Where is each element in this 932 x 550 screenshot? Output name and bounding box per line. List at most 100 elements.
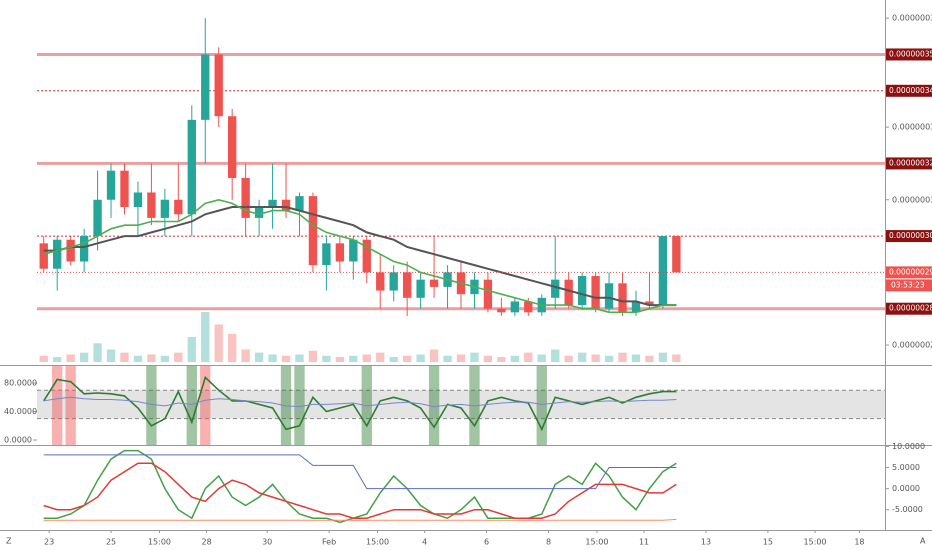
- volume-bar: [564, 355, 573, 362]
- rsi-highlight: [146, 366, 157, 445]
- volume-bar: [497, 357, 506, 362]
- volume-bar: [79, 352, 89, 362]
- countdown-box: [886, 279, 932, 292]
- candle-body: [645, 301, 654, 306]
- candle-body: [160, 199, 170, 218]
- x-tick-label: 15:00: [366, 538, 389, 547]
- y-tick-label: 0.00000027: [892, 341, 932, 350]
- candle-body: [335, 243, 345, 262]
- level-label: 0.00000035: [889, 49, 932, 58]
- candle-body: [39, 243, 48, 269]
- candle-body: [577, 276, 587, 306]
- candle-body: [564, 279, 573, 306]
- rsi-highlight: [52, 366, 63, 445]
- volume-bar: [295, 354, 304, 362]
- candle-body: [93, 199, 102, 237]
- level-label: 0.00000034: [889, 86, 932, 95]
- volume-bar: [376, 352, 385, 362]
- moving-average: [43, 206, 677, 307]
- rsi-highlight: [294, 366, 305, 445]
- candle-body: [187, 119, 196, 215]
- candle-body: [322, 243, 331, 266]
- volume-bar: [254, 352, 264, 362]
- candle-body: [362, 239, 371, 273]
- candle-body: [497, 308, 506, 313]
- current-price-box: [886, 266, 932, 279]
- volume-bar: [106, 349, 116, 362]
- rsi-highlight: [428, 366, 440, 445]
- volume-bar: [147, 354, 156, 362]
- volume-bar: [645, 355, 654, 362]
- candle-body: [402, 272, 412, 298]
- volume-bar: [187, 337, 196, 362]
- level-label: 0.00000028: [889, 304, 932, 313]
- rsi-tick-label: 40.0000: [4, 407, 37, 416]
- x-tick-label: 28: [202, 538, 212, 547]
- volume-bar: [416, 354, 425, 362]
- x-tick-label: 15: [763, 538, 773, 547]
- volume-bar: [402, 355, 412, 362]
- candle-body: [66, 239, 75, 262]
- candle-body: [106, 170, 116, 200]
- candle-body: [281, 199, 291, 211]
- x-tick-label: 11: [639, 538, 649, 547]
- candle-body: [591, 276, 600, 309]
- candle-body: [268, 199, 277, 208]
- volume-bar: [174, 352, 183, 362]
- volume-bar: [604, 355, 614, 362]
- level-label-box: [886, 230, 932, 243]
- candle-body: [429, 279, 439, 287]
- level-label-box: [886, 48, 932, 61]
- volume-bar: [53, 357, 62, 362]
- level-label-box: [886, 302, 932, 315]
- volume-bar: [524, 352, 533, 362]
- oscillator-line: [43, 518, 677, 521]
- volume-bar: [443, 355, 452, 362]
- volume-bar: [335, 357, 345, 362]
- rsi-highlight: [186, 366, 197, 445]
- volume-bar: [133, 355, 143, 362]
- level-label: 0.00000030: [889, 231, 932, 240]
- volume-bar: [429, 349, 439, 362]
- candle-body: [389, 272, 398, 291]
- volume-bar: [618, 352, 627, 362]
- countdown-label: 03:53:23: [891, 280, 925, 289]
- volume-bar: [456, 354, 466, 362]
- volume-bar: [672, 354, 681, 362]
- volume-bar: [537, 354, 546, 362]
- candle-body: [604, 283, 614, 309]
- candle-body: [631, 301, 641, 313]
- level-label: 0.00000032: [889, 158, 932, 167]
- volume-bar: [389, 357, 398, 362]
- candle-body: [658, 236, 668, 306]
- ui-button[interactable]: A: [920, 537, 926, 546]
- candle-body: [349, 239, 358, 262]
- volume-bar: [308, 350, 318, 362]
- y-tick-label: 0.00000036: [892, 14, 932, 23]
- volume-bar: [281, 355, 291, 362]
- oscillator-line: [43, 449, 677, 524]
- rsi-highlight: [536, 366, 547, 445]
- volume-bar: [322, 355, 331, 362]
- osc-tick-label: 10.0000: [892, 442, 925, 451]
- level-label-box: [886, 157, 932, 170]
- candle-body: [672, 236, 681, 273]
- volume-bar: [577, 352, 587, 362]
- rsi-tick-label: 80.0000: [4, 379, 37, 388]
- candle-body: [510, 301, 520, 313]
- ui-button[interactable]: Z: [6, 537, 12, 546]
- x-tick-label: 15:00: [148, 538, 171, 547]
- candle-body: [376, 272, 385, 291]
- volume-bar: [93, 343, 102, 362]
- volume-bar: [658, 352, 668, 362]
- x-tick-label: 18: [854, 538, 864, 547]
- osc-tick-label: 5.0000: [892, 463, 920, 472]
- x-tick-label: 15:00: [585, 538, 608, 547]
- level-label-box: [886, 84, 932, 97]
- volume-bar: [631, 354, 641, 362]
- candle-body: [551, 279, 560, 298]
- candle-body: [79, 236, 89, 262]
- volume-bar: [551, 349, 560, 362]
- x-tick-label: 13: [701, 538, 711, 547]
